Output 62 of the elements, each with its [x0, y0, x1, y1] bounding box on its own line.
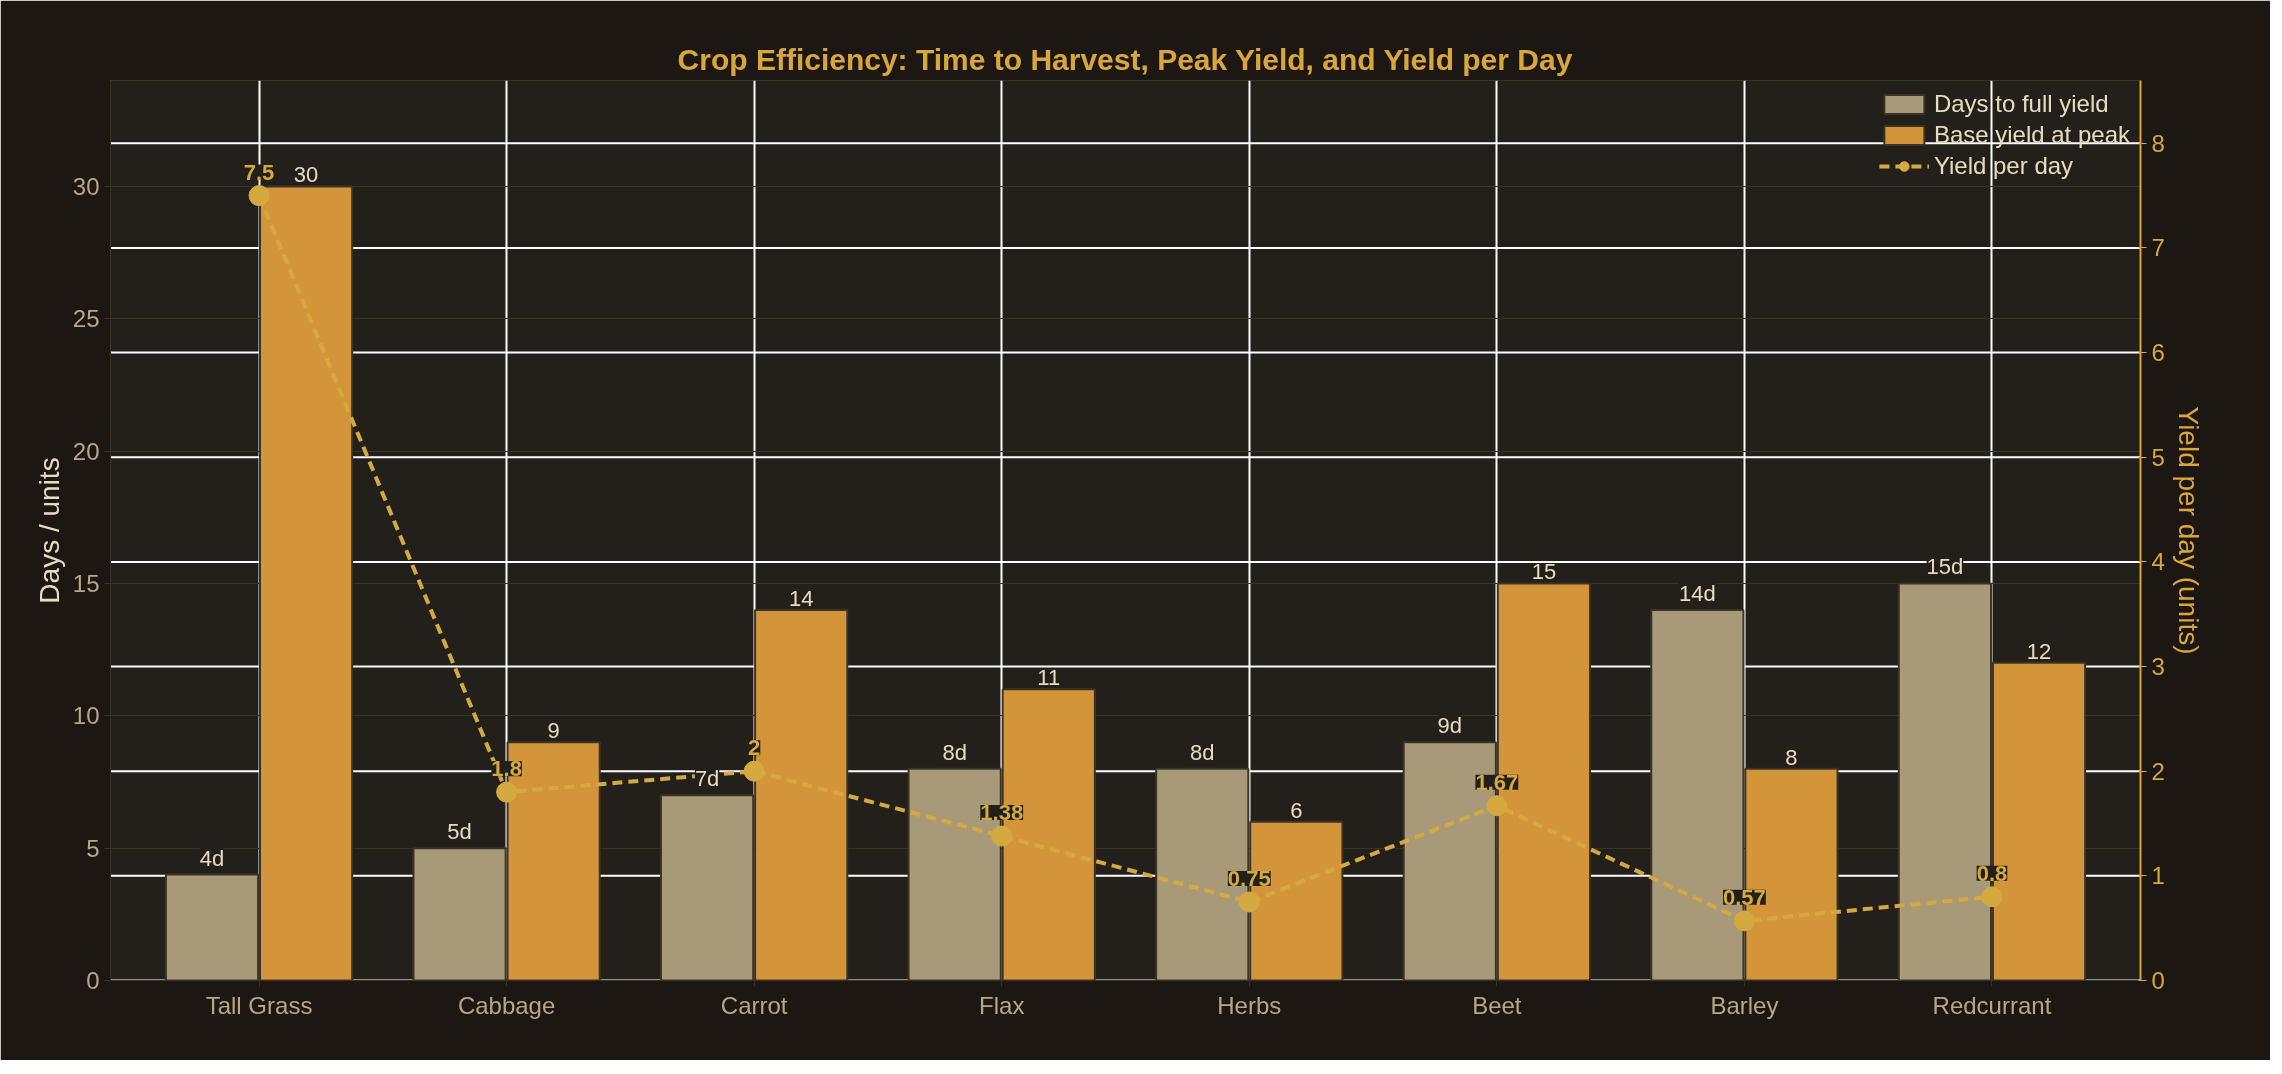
y2-tick-label: 5 — [2151, 443, 2165, 471]
data-label: 9 — [547, 718, 560, 744]
data-label: 0.8 — [1976, 860, 2008, 886]
data-label: 30 — [293, 162, 319, 188]
y-tick-label: 0 — [86, 967, 100, 994]
y2-tick-label: 7 — [2151, 234, 2165, 262]
x-tick-label: Beet — [1472, 991, 1522, 1019]
legend-label: Yield per day — [1933, 152, 2074, 180]
y2-tick-label: 3 — [2151, 653, 2165, 681]
data-label: 7d — [694, 766, 720, 792]
point — [248, 185, 270, 207]
data-label: 2 — [748, 735, 761, 761]
y-tick-label: 20 — [72, 437, 100, 465]
data-label: 0.57 — [1722, 884, 1766, 910]
data-label: 14d — [1679, 580, 1716, 606]
data-label: 5d — [447, 819, 472, 845]
y2-axis-title: Yield per day (units) — [2172, 406, 2204, 655]
y2-tick-label: 8 — [2151, 129, 2165, 157]
point — [496, 781, 518, 803]
data-label: 15d — [1926, 554, 1964, 580]
data-label: 15 — [1531, 559, 1557, 585]
y2-tick-label: 1 — [2151, 862, 2165, 890]
point — [1981, 886, 2003, 908]
y-tick-label: 15 — [72, 569, 100, 597]
chart-title: Crop Efficiency: Time to Harvest, Peak Yield, and Yield per Day — [677, 42, 1573, 76]
data-label: 1.8 — [491, 756, 522, 782]
x-tick-label: Herbs — [1217, 991, 1282, 1019]
data-label: 11 — [1037, 665, 1061, 691]
point — [743, 760, 765, 782]
x-tick-label: Carrot — [720, 991, 788, 1019]
data-label: 4d — [199, 845, 225, 871]
legend-label: Days to full yield — [1933, 90, 2109, 118]
y2-tick-label: 4 — [2151, 548, 2165, 576]
y-tick-label: 10 — [72, 702, 100, 730]
data-label: 12 — [2026, 638, 2052, 664]
y2-tick-label: 0 — [2151, 967, 2165, 994]
data-label: 8 — [1785, 744, 1798, 770]
data-label: 0.75 — [1227, 866, 1271, 892]
x-tick-label: Tall Grass — [205, 991, 313, 1019]
x-tick-label: Barley — [1710, 991, 1779, 1019]
data-label: 1.67 — [1475, 769, 1519, 795]
y2-tick-label: 6 — [2151, 339, 2165, 367]
data-label: 8d — [942, 739, 967, 765]
point — [1733, 910, 1755, 932]
data-label: 6 — [1290, 797, 1303, 823]
data-label: 8d — [1190, 739, 1215, 765]
data-label: 14 — [788, 585, 814, 611]
x-tick-label: Flax — [979, 991, 1025, 1019]
data-label: 9d — [1437, 713, 1463, 739]
data-label: 1.38 — [980, 800, 1024, 826]
point — [1238, 891, 1260, 913]
y-tick-label: 30 — [72, 172, 100, 200]
x-tick-label: Cabbage — [457, 991, 556, 1019]
y2-tick-label: 2 — [2151, 757, 2165, 785]
point — [991, 825, 1013, 847]
legend-label: Base yield at peak — [1933, 121, 2130, 149]
data-label: 7.5 — [243, 159, 275, 185]
y-tick-label: 5 — [86, 834, 100, 862]
y-axis-title: Days / units — [33, 457, 65, 604]
point — [1486, 795, 1508, 817]
y-tick-label: 25 — [72, 305, 100, 333]
x-tick-label: Redcurrant — [1932, 991, 2052, 1019]
